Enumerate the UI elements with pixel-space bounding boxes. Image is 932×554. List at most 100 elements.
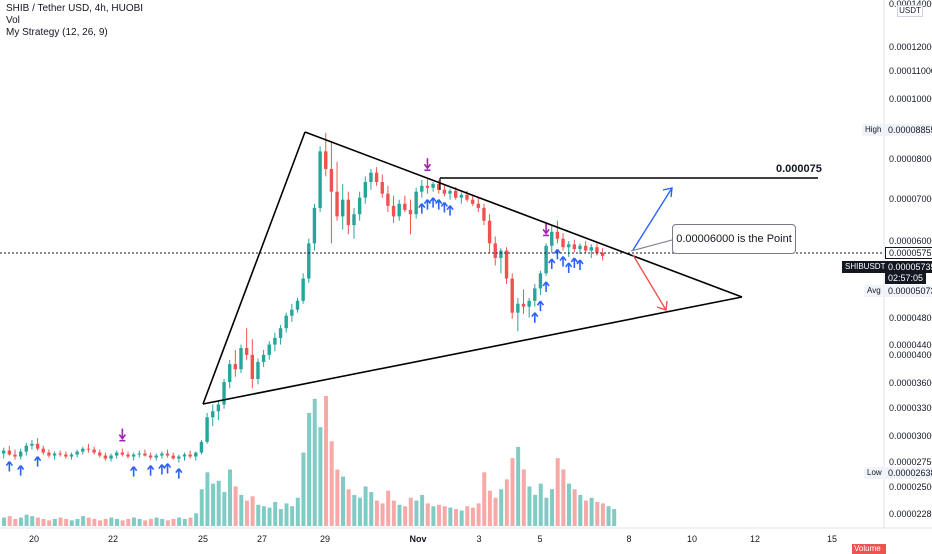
volume-bar [58,517,63,526]
volume-bar [267,507,272,526]
time-axis[interactable]: 20 22 25 27 29 Nov 3 5 8 10 12 15 [29,534,837,544]
candle [369,168,373,190]
volume-bar [47,520,52,526]
buy-signal-arrow [565,262,573,273]
candle [35,438,40,451]
candle [256,358,260,385]
currency-label[interactable]: USDT [897,5,923,17]
candle-body [454,190,458,198]
volume-bar [431,506,436,526]
volume-bar [341,476,345,526]
volume-bar [425,503,430,526]
candle [233,350,238,377]
candle-body [380,182,384,194]
candle-body [567,244,571,248]
candle [154,453,158,461]
price-axis-tick: 0.00007000 [889,194,932,204]
projection-up-arrow[interactable] [632,187,673,251]
price-axis[interactable]: 0.000140000 0.00012000 0.00011000 0.0001000… [889,0,932,519]
candle-body [290,309,294,316]
plot-background [0,0,884,550]
candle [228,359,232,389]
buy-signal-arrow [17,465,25,476]
candle-body [595,247,599,254]
candle [499,248,503,274]
candle-body [137,453,141,455]
candle [30,440,34,450]
candle-body [527,300,531,307]
volume-bar [307,412,312,526]
candle [357,191,362,221]
volume-bar [600,503,605,526]
candle [103,452,108,461]
candle [544,243,548,276]
volume-bar [52,518,57,526]
candle [482,203,486,226]
volume-bar [589,497,594,526]
candle-body [143,453,147,456]
callout-note[interactable]: 0.00006000 is the Point [672,224,796,254]
candle-body [386,193,390,206]
volume-indicator-label[interactable]: Vol [6,15,20,26]
volume-bar [533,494,538,526]
candle-body [239,347,243,370]
candle-body [228,364,232,383]
candle [109,453,113,462]
volume-bar [115,518,119,526]
volume-bar [69,520,74,526]
candle-body [476,203,480,208]
volume-bar [194,513,199,526]
volume-bar [420,494,425,526]
candle-body [120,452,125,455]
volume-bar [143,520,148,526]
sell-signal-marker [118,428,126,442]
volume-bar [182,518,187,526]
strategy-indicator-label[interactable]: My Strategy (12, 26, 9) [6,27,108,38]
low-price-tag: 0.00002638 [885,467,932,479]
price-axis-tick: 0.00003300 [889,403,932,413]
triangle-upper-trendline[interactable] [304,131,743,298]
projection-down-arrow[interactable] [632,254,667,311]
avg-label: Avg [864,285,884,297]
candle-body [182,454,187,457]
candle-body [222,382,226,405]
candle [188,450,192,459]
candle [131,452,136,461]
candle [177,454,181,463]
candle [171,452,175,460]
volume-bar [510,458,515,526]
candle [267,341,271,360]
triangle-lower-trendline[interactable] [202,296,743,405]
candle [261,350,266,368]
candle-body [205,417,209,442]
candle-body [561,238,565,248]
candle-body [2,450,6,454]
candle-body [267,344,271,355]
volume-bar [126,518,131,526]
time-axis-tick: 5 [537,534,542,544]
candle [386,185,390,213]
volume-bar [75,518,80,526]
buy-signal-arrow [418,203,426,214]
volume-bar [567,483,571,526]
candle-body [437,183,441,190]
volume-bar [273,501,278,526]
candle-body [521,303,526,307]
candle [425,178,430,194]
volume-bar [572,489,577,526]
candle-body [487,220,492,244]
symbol-title[interactable]: SHIB / Tether USD, 4h, HUOBI [6,3,144,14]
candle [567,241,571,257]
volume-bar [137,518,142,526]
volume-bar [228,469,232,526]
candle [199,440,204,455]
triangle-left-edge[interactable] [202,131,306,405]
volume-bar [583,500,588,526]
candle-body [199,441,204,453]
candle [431,182,435,192]
candle-body [86,448,91,450]
volume-bar [561,469,566,526]
candle [52,451,57,460]
